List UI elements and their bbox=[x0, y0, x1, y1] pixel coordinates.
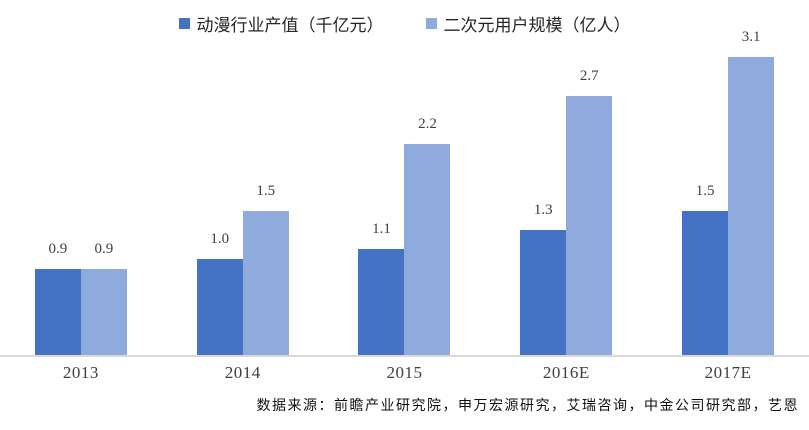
x-axis-label-2017E: 2017E bbox=[704, 363, 752, 382]
bar-group-2017E: 1.5 3.1 bbox=[647, 30, 809, 355]
x-axis-label-2015: 2015 bbox=[386, 363, 423, 382]
value-label-2017E-series-1: 3.1 bbox=[741, 29, 761, 46]
x-axis-label-2016E: 2016E bbox=[542, 363, 590, 382]
value-label-2016E-series-0: 1.3 bbox=[533, 202, 553, 219]
bar-2014-series-1 bbox=[242, 211, 289, 355]
bar-group-2016E: 1.3 2.7 bbox=[485, 67, 647, 355]
bar-2015-series-0 bbox=[358, 249, 405, 355]
bar-2013-series-0 bbox=[34, 268, 81, 355]
legend-label-user-scale: 二次元用户规模（亿人） bbox=[443, 15, 631, 35]
x-axis-label-2013: 2013 bbox=[62, 363, 99, 382]
bar-2013-series-1 bbox=[80, 268, 127, 355]
legend-item-industry-output: 动漫行业产值（千亿元） bbox=[178, 11, 384, 36]
bar-group-2014: 1.0 1.5 bbox=[162, 184, 324, 355]
bar-2017E-series-0 bbox=[682, 211, 729, 355]
bar-2016E-series-0 bbox=[520, 230, 567, 355]
legend-swatch-light-blue bbox=[425, 17, 437, 29]
chart-legend: 动漫行业产值（千亿元） 二次元用户规模（亿人） bbox=[0, 0, 809, 38]
x-axis-labels: 2013 2014 2015 2016E 2017E bbox=[0, 357, 809, 389]
legend-item-user-scale: 二次元用户规模（亿人） bbox=[425, 11, 631, 36]
value-label-2015-series-1: 2.2 bbox=[418, 115, 437, 132]
bar-2015-series-1 bbox=[404, 143, 451, 355]
bar-group-2013: 0.9 0.9 bbox=[0, 240, 162, 355]
value-label-2015-series-0: 1.1 bbox=[372, 221, 391, 238]
value-label-2013-series-0: 0.9 bbox=[48, 240, 68, 257]
plot-area: 0.9 0.9 1.0 1.5 1.1 2.2 1.3 2.7 1.5 3.1 bbox=[0, 30, 809, 357]
legend-swatch-dark-blue bbox=[178, 17, 190, 29]
x-axis-label-2014: 2014 bbox=[224, 363, 261, 382]
value-label-2016E-series-1: 2.7 bbox=[579, 67, 599, 84]
source-note: 数据来源：前瞻产业研究院，申万宏源研究，艾瑞咨询，中金公司研究部，艺恩 bbox=[256, 399, 799, 414]
value-label-2014-series-1: 1.5 bbox=[256, 183, 276, 199]
value-label-2014-series-0: 1.0 bbox=[210, 231, 230, 247]
bar-2014-series-0 bbox=[196, 259, 243, 355]
bar-2016E-series-1 bbox=[566, 95, 613, 355]
bar-group-2015: 1.1 2.2 bbox=[324, 115, 486, 355]
bar-2017E-series-1 bbox=[728, 57, 775, 355]
value-label-2013-series-1: 0.9 bbox=[94, 240, 114, 257]
legend-label-industry-output: 动漫行业产值（千亿元） bbox=[196, 15, 384, 35]
value-label-2017E-series-0: 1.5 bbox=[695, 183, 715, 199]
